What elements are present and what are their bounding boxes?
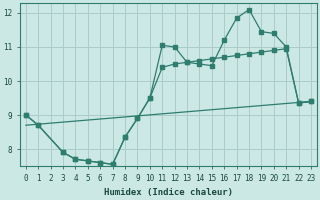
X-axis label: Humidex (Indice chaleur): Humidex (Indice chaleur) (104, 188, 233, 197)
